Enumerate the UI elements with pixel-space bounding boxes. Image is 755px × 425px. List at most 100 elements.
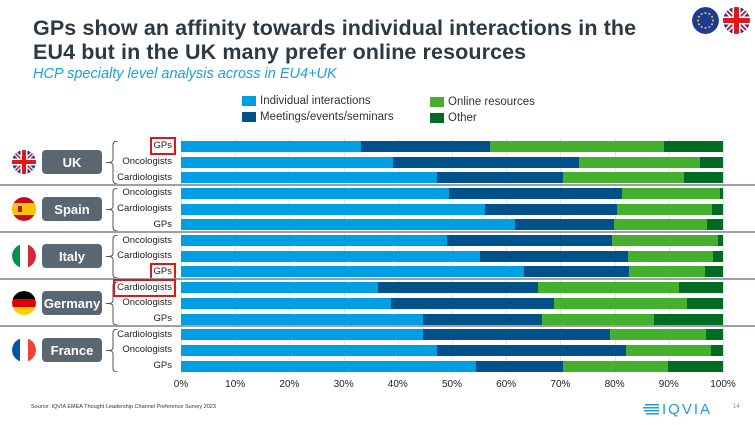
- row-label-gps: GPs: [153, 313, 172, 325]
- x-tick-label: 30%: [333, 379, 354, 390]
- group-separator: [0, 231, 755, 234]
- bar-segment-meetings-events-seminars: [485, 203, 617, 215]
- eu-flag-icon: [692, 7, 719, 34]
- bar-segment-meetings-events-seminars: [523, 266, 629, 278]
- country-label-germany: Germany: [42, 291, 102, 316]
- source-note: Source: IQVIA EMEA Thought Leadership Ch…: [31, 404, 216, 410]
- bar-segment-individual-interactions: [181, 235, 448, 247]
- legend-swatch: [430, 113, 444, 123]
- country-label-france: France: [42, 338, 102, 363]
- germany-flag-icon: [12, 291, 36, 316]
- bar-segment-online-resources: [610, 329, 707, 341]
- bar-segment-online-resources: [562, 360, 668, 372]
- bar-segment-other: [712, 203, 723, 215]
- bar-segment-other: [713, 250, 723, 262]
- bar-segment-online-resources: [612, 235, 719, 247]
- bar-segment-online-resources: [489, 140, 664, 152]
- bar-segment-individual-interactions: [181, 219, 516, 231]
- x-tick-label: 70%: [550, 379, 571, 390]
- bar-segment-other: [719, 187, 723, 199]
- row-label-oncologists: Oncologists: [122, 187, 172, 199]
- bar-segment-other: [687, 297, 723, 309]
- group-bracket: [104, 281, 120, 325]
- legend-label: Individual interactions: [260, 95, 371, 107]
- bar-segment-other: [679, 282, 723, 294]
- bar-segment-other: [710, 344, 723, 356]
- bar-segment-online-resources: [628, 266, 706, 278]
- group-bracket: [104, 328, 120, 372]
- x-tick-label: 50%: [441, 379, 463, 390]
- row-label-gps: GPs: [149, 262, 177, 281]
- bar-segment-individual-interactions: [181, 297, 392, 309]
- bar-segment-other: [683, 172, 723, 184]
- bar-segment-individual-interactions: [181, 172, 437, 184]
- legend-label: Meetings/events/seminars: [260, 111, 394, 123]
- bar-segment-online-resources: [579, 156, 700, 168]
- legend-label: Online resources: [448, 96, 535, 108]
- row-label-gps: GPs: [149, 137, 177, 156]
- bar-segment-meetings-events-seminars: [480, 250, 629, 262]
- logo-text: IQVIA: [662, 401, 713, 418]
- bar-segment-meetings-events-seminars: [377, 282, 539, 294]
- row-label-cardiologists: Cardiologists: [117, 250, 172, 262]
- bar-segment-meetings-events-seminars: [436, 344, 626, 356]
- bar-segment-meetings-events-seminars: [422, 313, 542, 325]
- x-tick-label: 40%: [387, 379, 408, 390]
- bar-segment-individual-interactions: [181, 344, 437, 356]
- legend-label: Other: [448, 112, 477, 124]
- x-tick-label: 0%: [173, 379, 189, 390]
- row-label-gps: GPs: [153, 360, 172, 372]
- bar-segment-individual-interactions: [181, 313, 423, 325]
- country-label-spain: Spain: [42, 197, 102, 222]
- legend-item-meetings: Meetings/events/seminars: [242, 111, 394, 123]
- uk-flag-icon: [723, 7, 750, 34]
- legend-swatch: [242, 112, 256, 122]
- bar-segment-meetings-events-seminars: [447, 235, 613, 247]
- row-label-cardiologists: Cardiologists: [117, 203, 172, 215]
- gridline: [723, 138, 724, 374]
- bar-segment-meetings-events-seminars: [393, 156, 580, 168]
- bar-segment-meetings-events-seminars: [361, 140, 490, 152]
- group-bracket: [104, 140, 120, 184]
- row-label-oncologists: Oncologists: [122, 297, 172, 309]
- group-bracket: [104, 234, 120, 278]
- legend-item-other: Other: [430, 112, 477, 124]
- bar-segment-other: [705, 266, 723, 278]
- bar-segment-individual-interactions: [181, 203, 486, 215]
- bar-segment-online-resources: [625, 344, 711, 356]
- bar-segment-meetings-events-seminars: [436, 172, 564, 184]
- x-tick-label: 90%: [658, 379, 679, 390]
- bar-segment-other: [667, 360, 723, 372]
- row-label-cardiologists: Cardiologists: [117, 171, 172, 183]
- legend-swatch: [242, 96, 256, 106]
- bar-segment-other: [654, 313, 723, 325]
- bar-segment-other: [706, 329, 723, 341]
- bar-segment-online-resources: [541, 313, 655, 325]
- bar-segment-online-resources: [614, 219, 707, 231]
- group-bracket: [104, 187, 120, 231]
- bar-segment-online-resources: [622, 187, 720, 199]
- row-label-oncologists: Oncologists: [122, 156, 172, 168]
- legend-item-online: Online resources: [430, 96, 535, 108]
- bar-segment-meetings-events-seminars: [475, 360, 563, 372]
- bar-segment-online-resources: [616, 203, 713, 215]
- x-tick-label: 20%: [279, 379, 300, 390]
- bar-segment-individual-interactions: [181, 266, 524, 278]
- uk-flag-icon: [12, 150, 36, 175]
- legend-swatch: [430, 97, 444, 107]
- row-label-cardiologists: Cardiologists: [117, 328, 172, 340]
- bar-segment-individual-interactions: [181, 282, 378, 294]
- bar-segment-meetings-events-seminars: [449, 187, 623, 199]
- bar-segment-individual-interactions: [181, 329, 423, 341]
- bar-segment-other: [663, 140, 723, 152]
- country-label-italy: Italy: [42, 244, 102, 269]
- iqvia-logo: IQVIA: [643, 401, 712, 418]
- bar-segment-individual-interactions: [181, 156, 394, 168]
- bar-segment-online-resources: [538, 282, 680, 294]
- page-number: 14: [733, 404, 740, 410]
- bar-segment-individual-interactions: [181, 187, 450, 199]
- row-label-oncologists: Oncologists: [122, 344, 172, 356]
- country-label-uk: UK: [42, 150, 102, 175]
- row-label-cardiologists: Cardiologists: [113, 278, 176, 297]
- iqvia-logo-icon: [643, 404, 659, 415]
